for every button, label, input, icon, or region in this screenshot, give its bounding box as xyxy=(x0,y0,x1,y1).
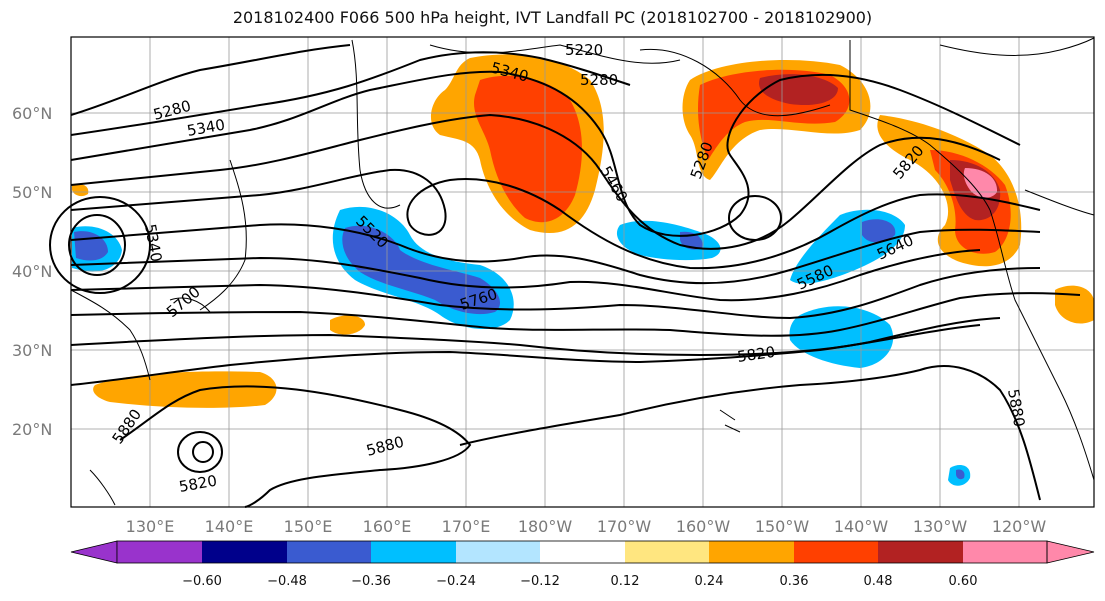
lon-label: 160°W xyxy=(676,517,731,536)
colorbar-tick-label: −0.36 xyxy=(351,574,391,589)
map-title: 2018102400 F066 500 hPa height, IVT Land… xyxy=(232,8,873,27)
ivt-positive-region-tropics xyxy=(93,371,277,408)
contour-label: 5220 xyxy=(565,41,603,59)
colorbar-tick-label: 0.60 xyxy=(949,574,978,589)
lon-label: 150°E xyxy=(284,517,333,536)
colorbar-segment xyxy=(456,541,540,563)
ivt-negative-region-subtropic xyxy=(789,306,894,368)
lat-label: 30°N xyxy=(12,341,52,360)
lat-label: 40°N xyxy=(12,262,52,281)
colorbar-segment xyxy=(202,541,287,563)
contour-label: 5280 xyxy=(580,71,618,89)
lon-label: 160°E xyxy=(363,517,412,536)
colorbar-segment xyxy=(794,541,878,563)
map-frame xyxy=(70,36,1095,508)
graticule xyxy=(71,37,1094,507)
latitude-labels: 60°N 50°N 40°N 30°N 20°N xyxy=(12,104,52,439)
ivt-positive-small-2 xyxy=(72,184,89,197)
colorbar-tick-label: −0.48 xyxy=(267,574,307,589)
ivt-positive-core-aleutian xyxy=(473,75,582,223)
colorbar-segment xyxy=(878,541,963,563)
lon-label: 130°E xyxy=(126,517,175,536)
longitude-labels: 130°E 140°E 150°E 160°E 170°E 180°W 170°… xyxy=(126,517,1047,536)
colorbar-segment xyxy=(963,541,1047,563)
colorbar-tick-label: −0.12 xyxy=(520,574,560,589)
colorbar-tick-label: 0.12 xyxy=(611,574,640,589)
lon-label: 140°E xyxy=(205,517,254,536)
colorbar-tick-label: 0.24 xyxy=(695,574,724,589)
contour-label: 5820 xyxy=(736,343,776,366)
ivt-positive-small-1 xyxy=(330,315,365,335)
height-contours xyxy=(49,44,1081,508)
colorbar-segment xyxy=(625,541,709,563)
colorbar-tick-label: 0.36 xyxy=(780,574,809,589)
colorbar-tick-label: −0.24 xyxy=(436,574,476,589)
colorbar-segment xyxy=(287,541,371,563)
ivt-positive-peak-pacificnw xyxy=(963,168,998,198)
colorbar-segment-min-extend xyxy=(70,540,118,564)
ivt-negative-core-east xyxy=(862,219,896,243)
colorbar-tick-label: 0.48 xyxy=(864,574,893,589)
ivt-negative-small-hawaii-core xyxy=(956,469,965,480)
coastlines xyxy=(70,37,1095,506)
ivt-positive-max-alaska xyxy=(759,74,838,106)
colorbar-segment xyxy=(540,541,625,563)
colorbar-segment xyxy=(371,541,456,563)
lon-label: 130°W xyxy=(913,517,968,536)
lon-label: 120°W xyxy=(992,517,1047,536)
lon-label: 180°W xyxy=(518,517,573,536)
lon-label: 150°W xyxy=(755,517,810,536)
ivt-positive-region-baja xyxy=(1055,285,1094,324)
lon-label: 170°W xyxy=(597,517,652,536)
colorbar: −0.60 −0.48 −0.36 −0.24 −0.12 0.12 0.24 … xyxy=(70,540,1095,589)
ivt-negative-core-main xyxy=(342,225,500,315)
lon-label: 140°W xyxy=(834,517,889,536)
colorbar-tick-label: −0.60 xyxy=(182,574,222,589)
colorbar-segment xyxy=(117,541,202,563)
colorbar-segment-max-extend xyxy=(1046,540,1095,564)
lat-label: 60°N xyxy=(12,104,52,123)
lat-label: 20°N xyxy=(12,420,52,439)
lon-label: 170°E xyxy=(442,517,491,536)
lat-label: 50°N xyxy=(12,183,52,202)
colorbar-segment xyxy=(709,541,794,563)
